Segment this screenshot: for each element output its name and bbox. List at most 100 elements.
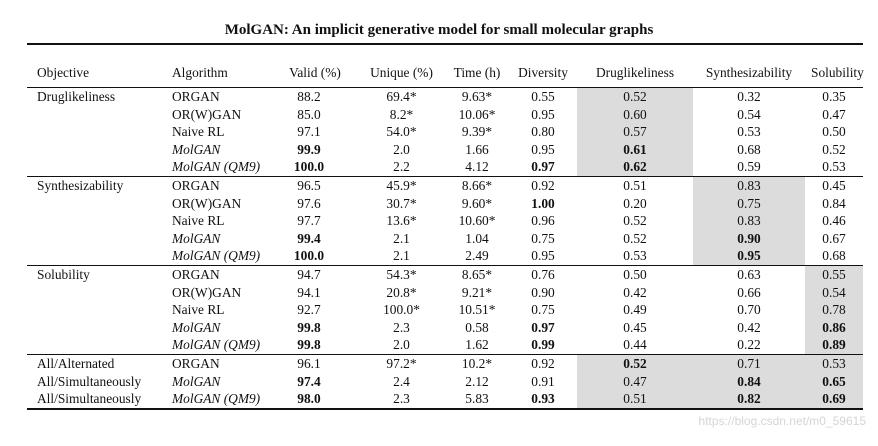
diversity-cell: 0.97 (531, 159, 555, 175)
algorithm-cell: ORGAN (160, 264, 272, 284)
algorithm-cell: ORGAN (160, 353, 272, 373)
solubility-cell: 0.53 (805, 353, 863, 373)
diversity-cell: 0.96 (531, 213, 555, 229)
druglikeliness-cell: 0.60 (577, 105, 693, 124)
time-cell: 9.39* (461, 124, 493, 140)
diversity-cell: 0.80 (531, 124, 555, 140)
table-row: Naive RL 97.1 54.0* 9.39* 0.80 0.57 0.53 0.50 (27, 123, 863, 141)
valid-cell: 96.5 (272, 175, 358, 195)
solubility-cell: 0.55 (805, 264, 863, 284)
druglikeliness-cell: 0.20 (623, 195, 647, 211)
results-table: Objective Algorithm Valid (%) Unique (%)… (27, 59, 864, 408)
druglikeliness-cell: 0.52 (623, 213, 647, 229)
objective-cell (27, 158, 160, 176)
valid-cell: 94.1 (297, 284, 321, 300)
synthesizability-cell: 0.53 (737, 124, 761, 140)
synthesizability-cell: 0.83 (693, 212, 805, 230)
objective-cell (27, 284, 160, 302)
solubility-cell: 0.65 (805, 372, 863, 391)
diversity-cell: 0.92 (509, 353, 577, 373)
algorithm-cell: ORGAN (160, 86, 272, 106)
algorithm-cell: MolGAN (QM9) (172, 391, 261, 407)
solubility-cell: 0.86 (805, 318, 863, 337)
druglikeliness-cell: 0.57 (577, 123, 693, 141)
valid-cell: 96.1 (272, 353, 358, 373)
druglikeliness-cell: 0.44 (623, 337, 647, 353)
objective-cell (27, 106, 160, 124)
solubility-cell: 0.52 (822, 141, 846, 157)
valid-cell: 94.7 (272, 264, 358, 284)
unique-cell: 54.0* (386, 124, 417, 140)
objective-cell: Synthesizability (27, 175, 160, 195)
time-cell: 9.21* (461, 284, 493, 300)
synthesizability-cell: 0.82 (693, 390, 805, 408)
druglikeliness-cell: 0.49 (623, 302, 647, 318)
time-cell: 1.66 (465, 141, 489, 157)
unique-cell: 45.9* (358, 175, 445, 195)
algorithm-cell: MolGAN (172, 373, 221, 389)
diversity-cell: 0.93 (531, 391, 555, 407)
solubility-cell: 0.35 (805, 86, 863, 106)
unique-cell: 2.0 (393, 337, 410, 353)
druglikeliness-cell: 0.51 (577, 390, 693, 408)
synthesizability-cell: 0.68 (737, 141, 761, 157)
valid-cell: 100.0 (293, 248, 325, 264)
objective-cell: Druglikeliness (27, 86, 160, 106)
table-row: Druglikeliness ORGAN 88.2 69.4* 9.63* 0.55 0.5… (27, 86, 863, 106)
unique-cell: 69.4* (358, 86, 445, 106)
druglikeliness-cell: 0.47 (577, 372, 693, 391)
solubility-cell: 0.68 (822, 248, 846, 264)
objective-cell (27, 141, 160, 159)
objective-cell (27, 319, 160, 337)
druglikeliness-cell: 0.50 (577, 264, 693, 284)
table-row: MolGAN 99.9 2.0 1.66 0.95 0.61 0.68 0.52 (27, 140, 863, 159)
time-cell: 4.12 (465, 159, 489, 175)
objective-cell: All/Simultaneously (37, 373, 142, 389)
time-cell: 9.60* (461, 195, 493, 211)
col-header-solubility: Solubility (811, 65, 864, 80)
valid-cell: 97.1 (297, 124, 321, 140)
table-row: OR(W)GAN 85.0 8.2* 10.06* 0.95 0.60 0.54 0.47 (27, 105, 863, 124)
druglikeliness-cell: 0.52 (577, 86, 693, 106)
diversity-cell: 1.00 (531, 195, 555, 211)
valid-cell: 97.6 (297, 195, 321, 211)
diversity-cell: 0.99 (531, 337, 555, 353)
time-cell: 8.65* (445, 264, 509, 284)
valid-cell: 99.9 (297, 141, 321, 157)
algorithm-cell: MolGAN (QM9) (172, 337, 261, 353)
unique-cell: 100.0* (383, 302, 420, 318)
diversity-cell: 0.90 (531, 284, 555, 300)
table-row: All/Simultaneously MolGAN 97.4 2.4 2.12 0.91 0… (27, 372, 863, 391)
diversity-cell: 0.92 (509, 175, 577, 195)
synthesizability-cell: 0.54 (737, 106, 761, 122)
unique-cell: 20.8* (386, 284, 417, 300)
valid-cell: 97.4 (297, 373, 321, 389)
unique-cell: 2.3 (393, 391, 410, 407)
objective-cell (27, 230, 160, 248)
table-row: MolGAN 99.4 2.1 1.04 0.75 0.52 0.90 0.67 (27, 229, 863, 248)
time-cell: 10.2* (445, 353, 509, 373)
unique-cell: 2.0 (393, 141, 410, 157)
col-header-unique: Unique (%) (370, 65, 433, 80)
table-row: Synthesizability ORGAN 96.5 45.9* 8.66* 0.92 0… (27, 175, 863, 195)
diversity-cell: 0.95 (531, 141, 555, 157)
synthesizability-cell: 0.71 (693, 353, 805, 373)
valid-cell: 92.7 (297, 302, 321, 318)
time-cell: 1.04 (465, 230, 489, 246)
col-header-valid: Valid (%) (289, 65, 341, 80)
time-cell: 0.58 (465, 319, 489, 335)
algorithm-cell: Naive RL (172, 213, 225, 229)
druglikeliness-cell: 0.51 (577, 175, 693, 195)
diversity-cell: 0.75 (531, 302, 555, 318)
table-row: All/Alternated ORGAN 96.1 97.2* 10.2* 0.92 0.5… (27, 353, 863, 373)
druglikeliness-cell: 0.52 (577, 353, 693, 373)
col-header-time: Time (h) (453, 65, 501, 80)
diversity-cell: 0.97 (531, 319, 555, 335)
diversity-cell: 0.95 (531, 106, 555, 122)
objective-cell (27, 301, 160, 319)
time-cell: 10.60* (458, 213, 496, 229)
druglikeliness-cell: 0.45 (623, 319, 647, 335)
valid-cell: 99.8 (297, 337, 321, 353)
valid-cell: 100.0 (293, 159, 325, 175)
table-row: OR(W)GAN 94.1 20.8* 9.21* 0.90 0.42 0.66 0.54 (27, 283, 863, 302)
